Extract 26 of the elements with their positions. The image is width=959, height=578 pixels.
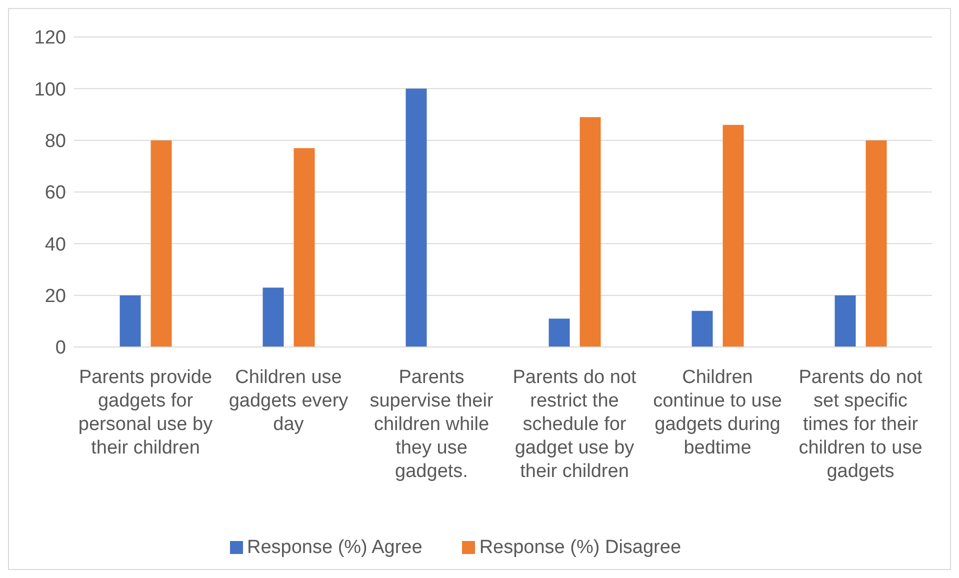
- bar: [866, 140, 887, 347]
- bar: [294, 148, 315, 347]
- y-tick-label: 20: [44, 286, 66, 308]
- x-tick-label: Parents do not restrict the schedule for gadget use by their children: [512, 367, 638, 482]
- bar: [722, 124, 744, 347]
- bar: [150, 140, 172, 347]
- bar: [262, 288, 284, 347]
- bar: [548, 318, 570, 347]
- x-tick-label: Parents supervise their children while they use gadgets.: [370, 367, 494, 482]
- x-tick-label: Parents provide gadgets for personal use by their children: [78, 367, 214, 458]
- bar: [692, 310, 713, 347]
- y-tick-label: 120: [34, 28, 66, 49]
- legend-label: Response (%) Disagree: [479, 537, 682, 558]
- bar: [834, 295, 856, 347]
- x-tick-label: Children continue to use gadgets during bedtime: [653, 367, 782, 458]
- y-tick-label: 80: [44, 131, 66, 152]
- y-tick-label: 60: [44, 182, 66, 204]
- bar: [580, 117, 601, 347]
- bar: [406, 88, 427, 347]
- y-tick-label: 100: [34, 79, 66, 100]
- bar: [120, 295, 141, 347]
- x-tick-label: Children use gadgets every day: [228, 367, 349, 435]
- y-tick-label: 40: [44, 234, 66, 256]
- y-tick-label: 0: [55, 338, 66, 359]
- x-tick-label: Parents do not set specific times for their children to use gadgets: [798, 367, 924, 482]
- legend-label: Response (%) Agree: [246, 537, 422, 558]
